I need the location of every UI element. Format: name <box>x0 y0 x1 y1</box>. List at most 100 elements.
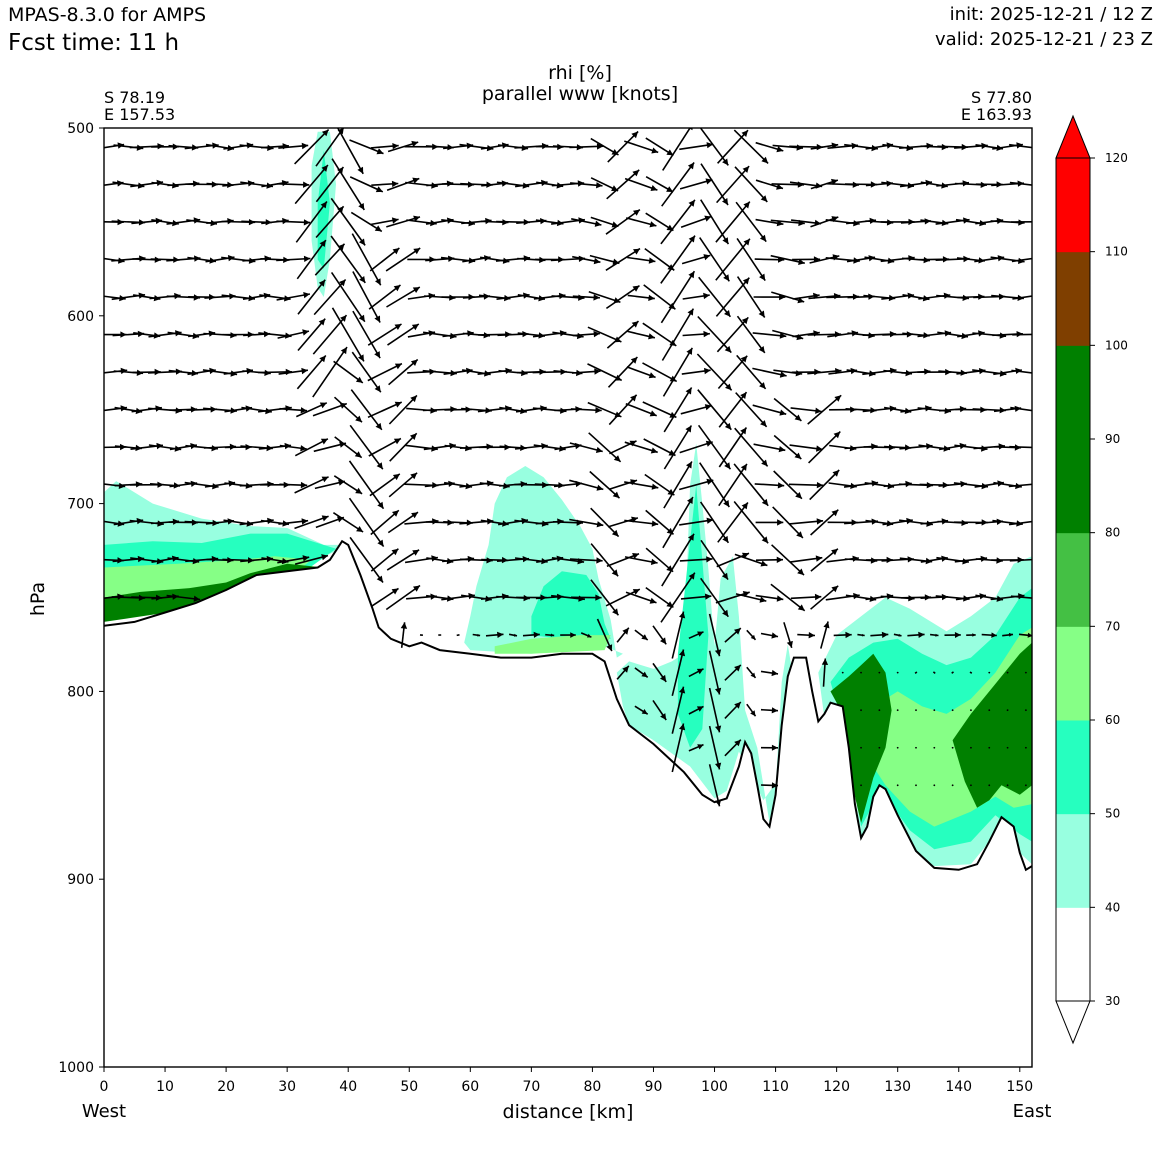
wind-calm <box>951 784 954 787</box>
wind-vector <box>349 176 384 193</box>
wind-vector <box>718 463 748 507</box>
wind-head <box>412 549 420 556</box>
wind-vector <box>771 544 805 576</box>
wind-vector <box>735 201 767 243</box>
wind-head <box>377 539 384 547</box>
wind-vector <box>642 362 678 383</box>
wind-shaft <box>708 725 721 770</box>
wind-vector <box>330 271 366 323</box>
wind-vector <box>570 182 603 189</box>
wind-vector <box>348 460 385 510</box>
wind-head <box>533 631 540 638</box>
wind-shaft <box>808 431 841 464</box>
colorbar-tick-label: 110 <box>1105 245 1128 259</box>
wind-vector <box>716 165 750 204</box>
wind-shaft <box>809 469 840 501</box>
wind-shaft <box>385 584 421 611</box>
wind-vector <box>438 634 442 636</box>
wind-vector <box>790 407 822 414</box>
wind-head <box>651 147 659 154</box>
rhi-region-14 <box>830 653 892 823</box>
wind-shaft <box>733 463 769 507</box>
wind-head <box>771 669 778 677</box>
wind-vector <box>717 355 748 390</box>
wind-head <box>319 355 326 363</box>
wind-head <box>759 273 766 281</box>
wind-calm <box>1006 784 1009 787</box>
rhi-region-8 <box>494 635 611 654</box>
wind-head <box>704 593 712 600</box>
wind-head <box>648 333 655 340</box>
wind-vector <box>333 475 363 495</box>
wind-vector <box>570 594 602 601</box>
colorbar-segment <box>1056 251 1090 346</box>
colorbar-extend-top <box>1055 114 1091 159</box>
wind-vector <box>295 201 328 243</box>
wind-calm <box>933 709 936 712</box>
wind-head <box>376 575 383 583</box>
wind-vector <box>754 482 785 489</box>
wind-vector <box>642 401 677 419</box>
start-lon: E 157.53 <box>104 105 175 124</box>
wind-shaft <box>1008 520 1032 526</box>
wind-vector <box>810 509 839 536</box>
y-tick-label: 900 <box>67 872 94 888</box>
wind-head <box>632 169 640 177</box>
wind-calm <box>1006 671 1009 674</box>
wind-vector <box>680 215 712 229</box>
colorbar-segment <box>1056 813 1090 908</box>
wind-head <box>688 199 695 207</box>
wind-vector <box>755 179 784 190</box>
wind-head <box>632 589 640 595</box>
wind-head <box>714 649 722 657</box>
wind-shaft <box>717 502 749 543</box>
wind-shaft <box>771 544 805 576</box>
wind-vector <box>715 238 751 281</box>
wind-head <box>611 529 619 537</box>
wind-vector <box>733 500 769 544</box>
wind-head <box>771 632 778 639</box>
wind-calm <box>860 784 862 787</box>
wind-head <box>321 476 329 483</box>
wind-head <box>339 441 346 448</box>
wind-vector <box>605 284 640 310</box>
wind-shaft <box>315 205 345 239</box>
wind-head <box>853 220 860 227</box>
wind-vector <box>760 782 779 789</box>
wind-head <box>795 492 802 499</box>
wind-head <box>734 664 741 672</box>
wind-vector <box>671 649 686 696</box>
wind-vector <box>385 247 421 272</box>
wind-shaft <box>718 391 748 428</box>
wind-vector <box>770 254 805 265</box>
wind-calm <box>933 784 936 787</box>
colorbar-frame <box>1055 157 1091 1002</box>
wind-head <box>321 515 329 522</box>
wind-shaft <box>642 322 677 347</box>
wind-head <box>723 500 730 507</box>
wind-head <box>651 483 659 490</box>
wind-vector <box>717 129 749 164</box>
wind-vector <box>788 482 824 489</box>
wind-head <box>703 330 710 338</box>
wind-vector <box>789 555 823 563</box>
wind-vector <box>616 665 630 680</box>
wind-head <box>831 585 839 593</box>
wind-calm <box>988 746 991 749</box>
wind-head <box>724 422 732 430</box>
wind-vector <box>671 723 686 773</box>
wind-vector <box>350 389 383 431</box>
wind-shaft <box>385 247 421 272</box>
wind-vector <box>700 128 729 166</box>
wind-head <box>410 359 418 366</box>
wind-head <box>391 548 399 556</box>
wind-head <box>816 482 824 489</box>
wind-head <box>889 367 897 374</box>
wind-shaft <box>736 354 767 390</box>
wind-vector <box>735 392 768 428</box>
wind-shaft <box>662 128 691 171</box>
wind-shaft <box>733 129 769 164</box>
wind-head <box>952 671 954 673</box>
wind-vector <box>608 394 638 426</box>
wind-head <box>392 248 400 255</box>
